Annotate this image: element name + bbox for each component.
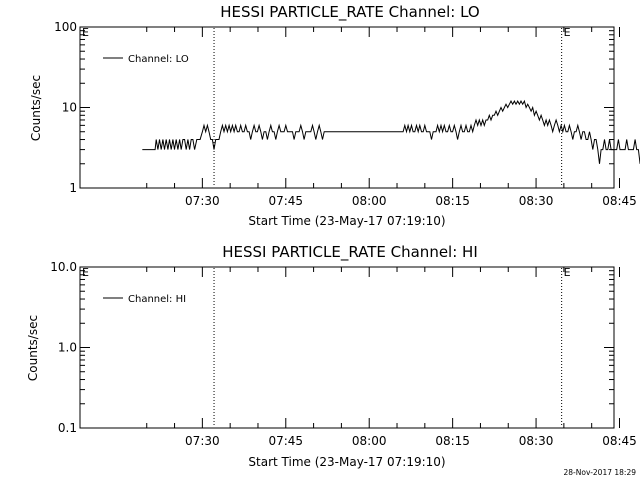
panel2-xtick-label: 08:00 [352,434,387,448]
panel2-xlabel: Start Time (23-May-17 07:19:10) [248,455,445,469]
panel1-xtick-label: 08:45 [602,194,637,208]
panel1-plot-frame [79,26,615,189]
panel2-xtick-label: 08:15 [435,434,470,448]
panel2-legend-label: Channel: HI [128,294,186,305]
panel1-xtick-label: 08:30 [519,194,554,208]
panel1-xtick-label: 08:15 [435,194,470,208]
panel1-ylabel: Counts/sec [29,75,43,141]
panel2-ytick-label: 0.1 [58,421,77,435]
panel1-ytick-label: 100 [54,20,77,34]
panel2-ytick-label: 1.0 [58,341,77,355]
footer-timestamp: 28-Nov-2017 18:29 [564,468,637,477]
panel1-event-mark: E [82,26,89,39]
chart-dynamic-layer: 07:30 07:45 08:00 08:15 08:30 08:45 1 10 100 E E 07… [50,20,640,448]
panel2-event-mark: E [564,266,571,279]
panel2-event-mark: E [82,266,89,279]
panel2-xtick-label: 07:30 [185,434,220,448]
panel1-legend-label: Channel: LO [128,54,189,65]
panel2-title: HESSI PARTICLE_RATE Channel: HI [222,243,478,262]
panel2-plot-frame [79,266,615,429]
panel1-ytick-label: 1 [69,181,77,195]
panel1-event-mark: E [564,26,571,39]
panel2-ylabel: Counts/sec [26,315,40,381]
panel1-title: HESSI PARTICLE_RATE Channel: LO [220,3,479,22]
panel2-ytick-label: 10.0 [50,260,77,274]
panel2-xtick-label: 08:30 [519,434,554,448]
panel1-xtick-label: 07:45 [268,194,303,208]
panel1-xtick-label: 08:00 [352,194,387,208]
panel1-ytick-label: 10 [62,101,77,115]
panel1-series-line [142,99,640,164]
panel2-xtick-label: 07:45 [268,434,303,448]
panel1-xtick-label: 07:30 [185,194,220,208]
panel1-xlabel: Start Time (23-May-17 07:19:10) [248,214,445,228]
panel2-xtick-label: 08:45 [602,434,637,448]
